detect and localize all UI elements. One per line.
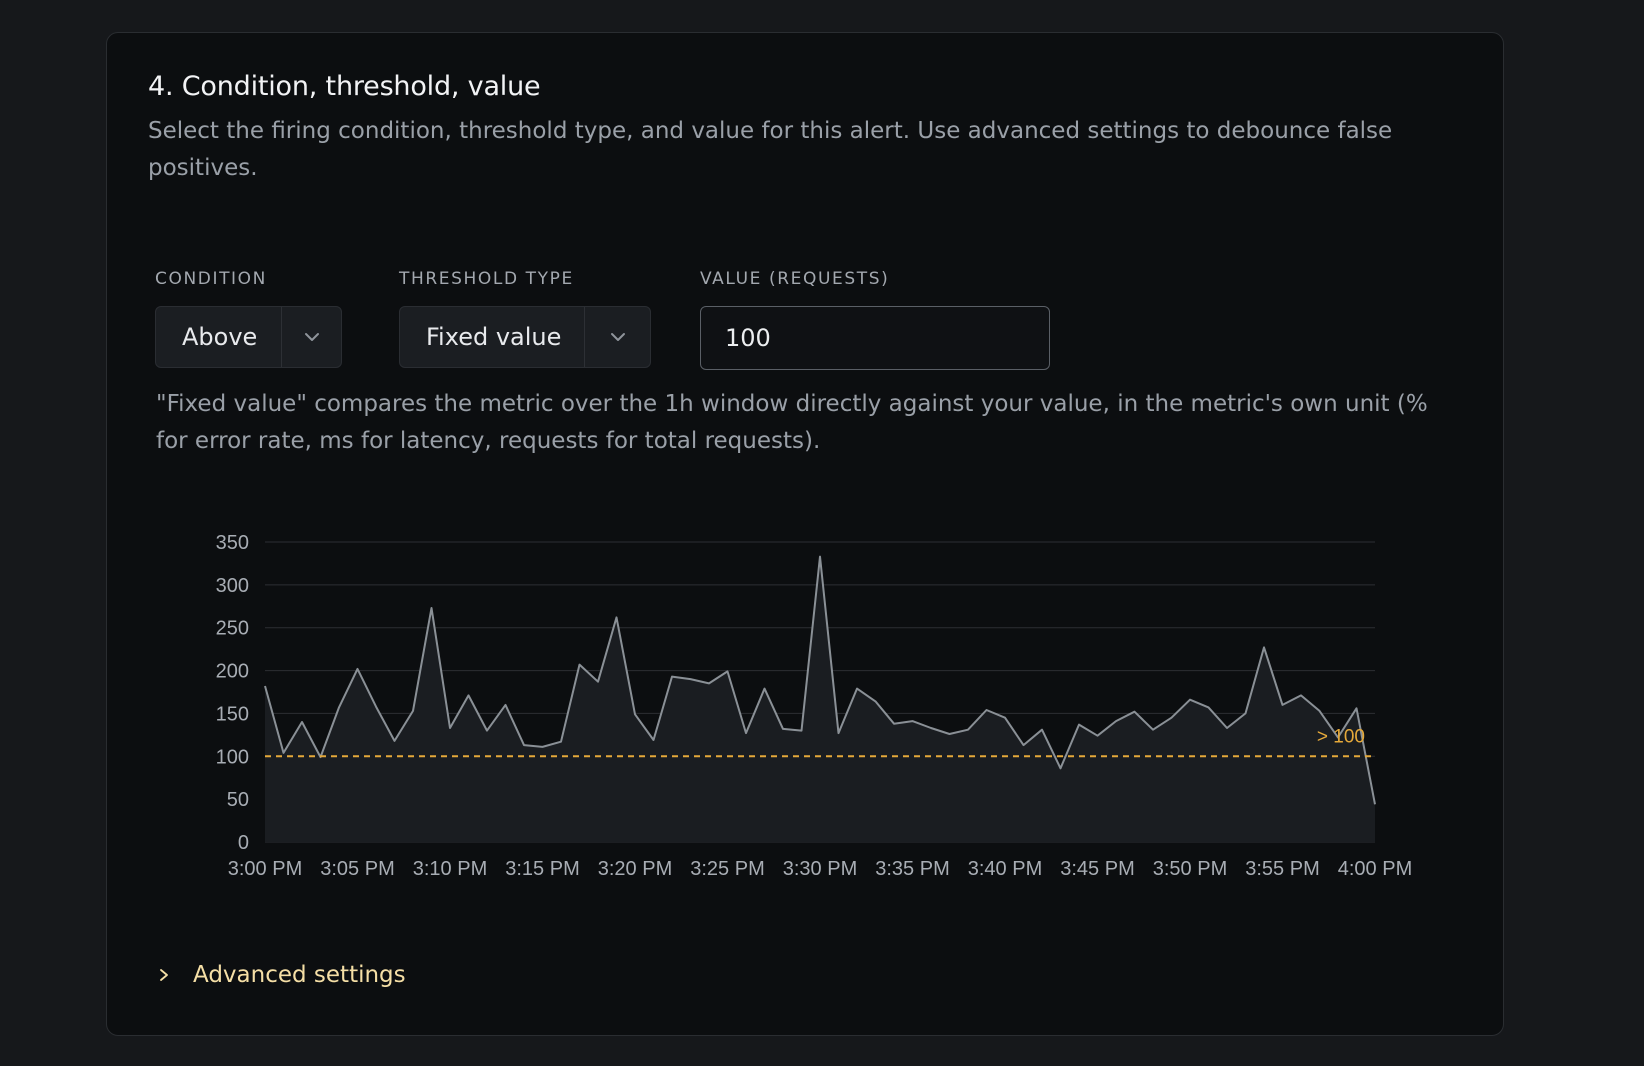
condition-threshold-card: 4. Condition, threshold, value Select th…	[106, 32, 1504, 1036]
condition-select[interactable]: Above	[155, 306, 342, 368]
chevron-down-icon	[305, 333, 319, 341]
y-tick-label: 350	[216, 532, 249, 554]
value-label: VALUE (REQUESTS)	[700, 269, 890, 289]
advanced-settings-label: Advanced settings	[193, 962, 406, 988]
x-tick-label: 3:15 PM	[505, 858, 579, 880]
x-tick-label: 3:50 PM	[1153, 858, 1227, 880]
series-area	[265, 556, 1375, 842]
y-tick-label: 50	[227, 789, 249, 811]
x-tick-label: 3:55 PM	[1245, 858, 1319, 880]
threshold-label: > 100	[1317, 726, 1365, 747]
y-tick-label: 150	[216, 703, 249, 725]
x-tick-label: 3:25 PM	[690, 858, 764, 880]
section-title: 4. Condition, threshold, value	[148, 71, 541, 102]
x-tick-label: 3:10 PM	[413, 858, 487, 880]
series-line	[264, 555, 1376, 805]
y-tick-label: 100	[216, 746, 249, 768]
x-tick-label: 3:00 PM	[228, 858, 302, 880]
y-tick-label: 0	[238, 832, 249, 854]
y-tick-label: 200	[216, 661, 249, 683]
section-description: Select the firing condition, threshold t…	[148, 118, 1393, 181]
x-tick-label: 3:05 PM	[320, 858, 394, 880]
condition-label: CONDITION	[155, 269, 267, 289]
x-tick-label: 3:20 PM	[598, 858, 672, 880]
x-tick-label: 3:35 PM	[875, 858, 949, 880]
advanced-settings-toggle[interactable]: Advanced settings	[157, 958, 406, 992]
x-tick-label: 3:30 PM	[783, 858, 857, 880]
y-tick-label: 300	[216, 575, 249, 597]
x-tick-label: 3:40 PM	[968, 858, 1042, 880]
chevron-down-icon	[611, 333, 625, 341]
threshold-type-select-value: Fixed value	[426, 323, 562, 351]
threshold-type-select[interactable]: Fixed value	[399, 306, 651, 368]
x-tick-label: 3:45 PM	[1060, 858, 1134, 880]
value-input[interactable]	[700, 306, 1050, 370]
chevron-right-icon	[160, 969, 168, 981]
threshold-hint: "Fixed value" compares the metric over t…	[156, 391, 1428, 454]
threshold-type-label: THRESHOLD TYPE	[399, 269, 574, 289]
x-tick-label: 4:00 PM	[1338, 858, 1412, 880]
select-divider	[281, 307, 282, 367]
y-tick-label: 250	[216, 618, 249, 640]
select-divider	[584, 307, 585, 367]
condition-select-value: Above	[182, 323, 258, 351]
